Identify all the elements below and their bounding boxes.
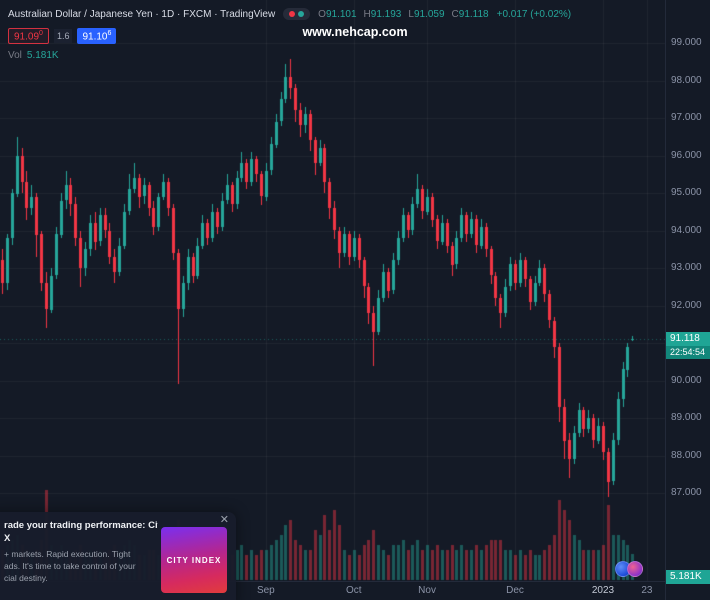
sell-dot-icon — [289, 11, 296, 17]
time-axis-label: Dec — [506, 585, 524, 596]
price-change: +0.017 (+0.02%) — [496, 8, 572, 20]
open-label: O — [318, 8, 326, 20]
price-axis-label: 89.000 — [671, 412, 702, 423]
price-axis-label: 92.000 — [671, 299, 702, 311]
price-axis-label: 94.000 — [671, 224, 702, 236]
price-axis-label: 98.000 — [671, 74, 702, 86]
buy-sell-toggle-pill[interactable] — [283, 8, 311, 20]
ad-body-line2: ads. It's time to take control of your — [4, 561, 136, 571]
volume-value: 5.181K — [26, 50, 59, 61]
sell-button[interactable]: 91.090 — [8, 27, 49, 45]
ad-brand-tile[interactable]: CITY INDEX — [161, 527, 227, 593]
price-axis-label: 88.000 — [671, 449, 702, 461]
price-axis-label: 99.000 — [671, 37, 702, 48]
volume-tag: 5.181K — [666, 570, 710, 584]
price-axis-label: 96.000 — [671, 149, 702, 161]
watermark-text: www.nehcap.com — [302, 25, 408, 39]
ad-text: rade your trading performance: City X + … — [4, 519, 158, 584]
ad-body-line1: + markets. Rapid execution. Tight — [4, 549, 131, 559]
buy-button[interactable]: 91.106 — [77, 27, 117, 45]
chart-legend: Australian Dollar / Japanese Yen · 1D · … — [8, 6, 571, 61]
price-axis[interactable]: 99.000 98.000 97.000 96.000 95.000 94.000 93.0… — [665, 0, 710, 600]
time-axis-label: Oct — [346, 585, 362, 596]
ohlc-values: O91.101 H91.193 L91.059 C91.118 — [318, 9, 488, 20]
price-axis-label: 87.000 — [671, 487, 702, 498]
ad-body-line3: cial destiny. — [4, 573, 48, 583]
symbol-title[interactable]: Australian Dollar / Japanese Yen · 1D · … — [8, 8, 276, 20]
legend-row-symbol: Australian Dollar / Japanese Yen · 1D · … — [8, 6, 571, 22]
last-price-tag: 91.118 — [666, 331, 710, 346]
spread-value: 1.6 — [53, 29, 73, 43]
low-label: L — [408, 8, 414, 20]
ad-headline-line1: rade your trading performance: City — [4, 520, 158, 531]
price-axis-label: 95.000 — [671, 187, 702, 198]
ad-close-icon[interactable]: ✕ — [219, 514, 229, 526]
high-value: 91.193 — [370, 8, 402, 20]
volume-label: Vol — [8, 50, 22, 61]
price-axis-label: 93.000 — [671, 262, 702, 273]
legend-row-volume: Vol 5.181K — [8, 50, 571, 61]
low-value: 91.059 — [413, 8, 445, 20]
time-axis-label: 23 — [641, 585, 653, 596]
time-axis-label: 2023 — [591, 585, 615, 596]
legend-row-quote: 91.090 1.6 91.106 — [8, 27, 571, 45]
candle-countdown-tag: 22:54:54 — [666, 345, 710, 359]
buy-dot-icon — [298, 11, 305, 17]
ad-banner[interactable]: rade your trading performance: City X + … — [0, 512, 236, 600]
floating-bubbles — [615, 561, 643, 577]
close-label: C — [451, 8, 459, 20]
ad-headline-line2: X — [4, 533, 11, 544]
close-value: 91.118 — [458, 8, 489, 20]
time-axis-label: Sep — [256, 585, 275, 596]
ad-brand-name: CITY INDEX — [166, 555, 222, 565]
open-value: 91.101 — [325, 8, 357, 20]
bubble-icon-purple[interactable] — [627, 561, 643, 577]
time-axis-label: Nov — [418, 585, 436, 596]
high-label: H — [363, 8, 371, 20]
price-axis-label: 90.000 — [671, 374, 702, 386]
price-axis-label: 97.000 — [671, 112, 702, 123]
